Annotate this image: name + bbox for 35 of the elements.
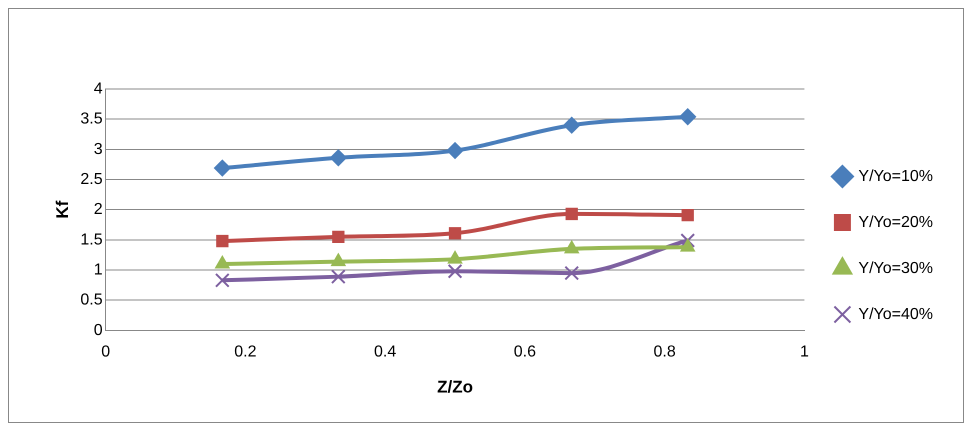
legend-label: Y/Yo=10% [858, 168, 934, 185]
point [214, 272, 230, 288]
y-tick-label: 3 [94, 140, 103, 158]
x-tick-label: 0.4 [374, 343, 396, 360]
y-tick-label: 2 [94, 201, 103, 218]
legend-label: Y/Yo=40% [858, 306, 934, 323]
point [330, 149, 347, 166]
y-tick-label: 2.5 [80, 170, 103, 188]
point [214, 160, 231, 177]
y-tick-label: 1.5 [80, 231, 103, 248]
point [448, 264, 462, 279]
point [566, 208, 578, 220]
point [446, 142, 464, 160]
y-tick-label: 0.5 [80, 292, 103, 309]
y-tick-label: 0 [94, 322, 103, 339]
y-tick-label: 4 [94, 80, 103, 98]
y-tick-label: 3.5 [80, 110, 103, 128]
y-tick-label: 1 [94, 261, 103, 278]
x-tick-label: 0.8 [654, 343, 676, 360]
point [216, 234, 228, 248]
y-axis-title: Kf [52, 200, 72, 219]
legend-label: Y/Yo=30% [858, 260, 934, 277]
point [564, 266, 580, 280]
legend-label: Y/Yo=20% [858, 214, 934, 231]
point [448, 227, 462, 240]
point [679, 108, 696, 126]
x-tick-label: 1 [800, 343, 809, 360]
point [680, 233, 696, 248]
x-tick-label: 0.6 [514, 343, 536, 360]
x-tick-label: 0.2 [234, 343, 257, 360]
point [332, 230, 344, 244]
point [330, 269, 346, 284]
point [563, 116, 580, 134]
point [682, 208, 694, 222]
x-axis-title: Z/Zo [437, 377, 473, 396]
